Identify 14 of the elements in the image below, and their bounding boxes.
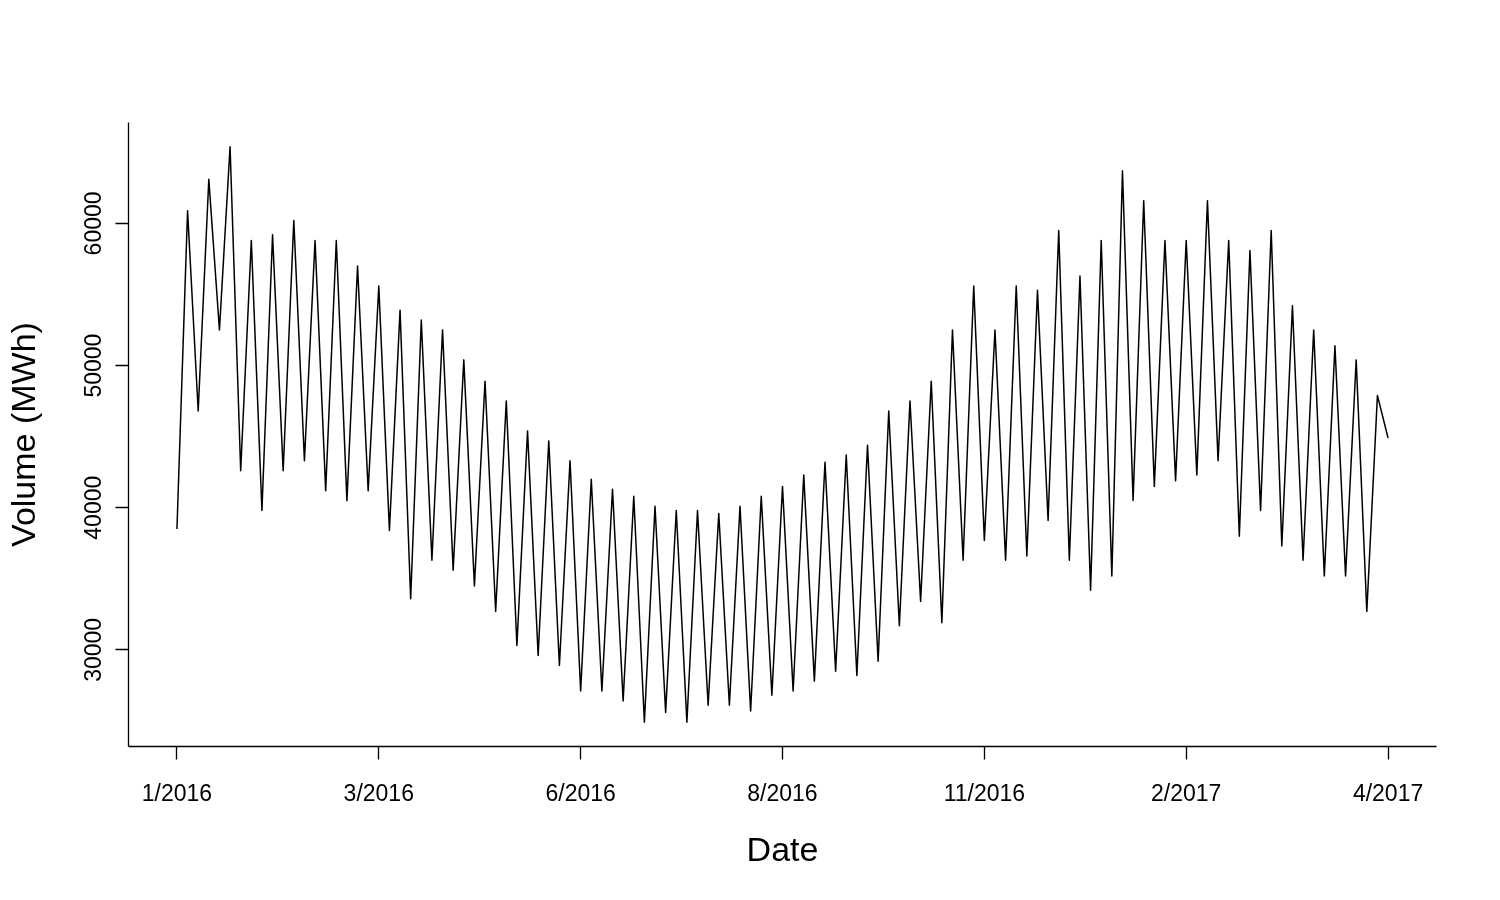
x-tick-label: 6/2016 (545, 779, 616, 806)
x-tick-label: 11/2016 (943, 779, 1026, 806)
x-tick-label: 8/2016 (747, 779, 818, 806)
x-tick-label: 3/2016 (343, 779, 414, 806)
y-tick-label: 40000 (80, 475, 107, 540)
x-tick-label: 1/2016 (141, 779, 213, 806)
y-tick-label: 30000 (80, 617, 107, 682)
y-tick-label: 50000 (80, 333, 107, 398)
line-series (176, 145, 1389, 724)
y-axis-title: Volume (MWh) (3, 322, 42, 547)
x-axis-title: Date (746, 829, 819, 868)
y-tick-label: 60000 (80, 191, 107, 256)
x-tick-label: 4/2017 (1352, 779, 1424, 806)
x-tick-label: 2/2017 (1151, 779, 1222, 806)
